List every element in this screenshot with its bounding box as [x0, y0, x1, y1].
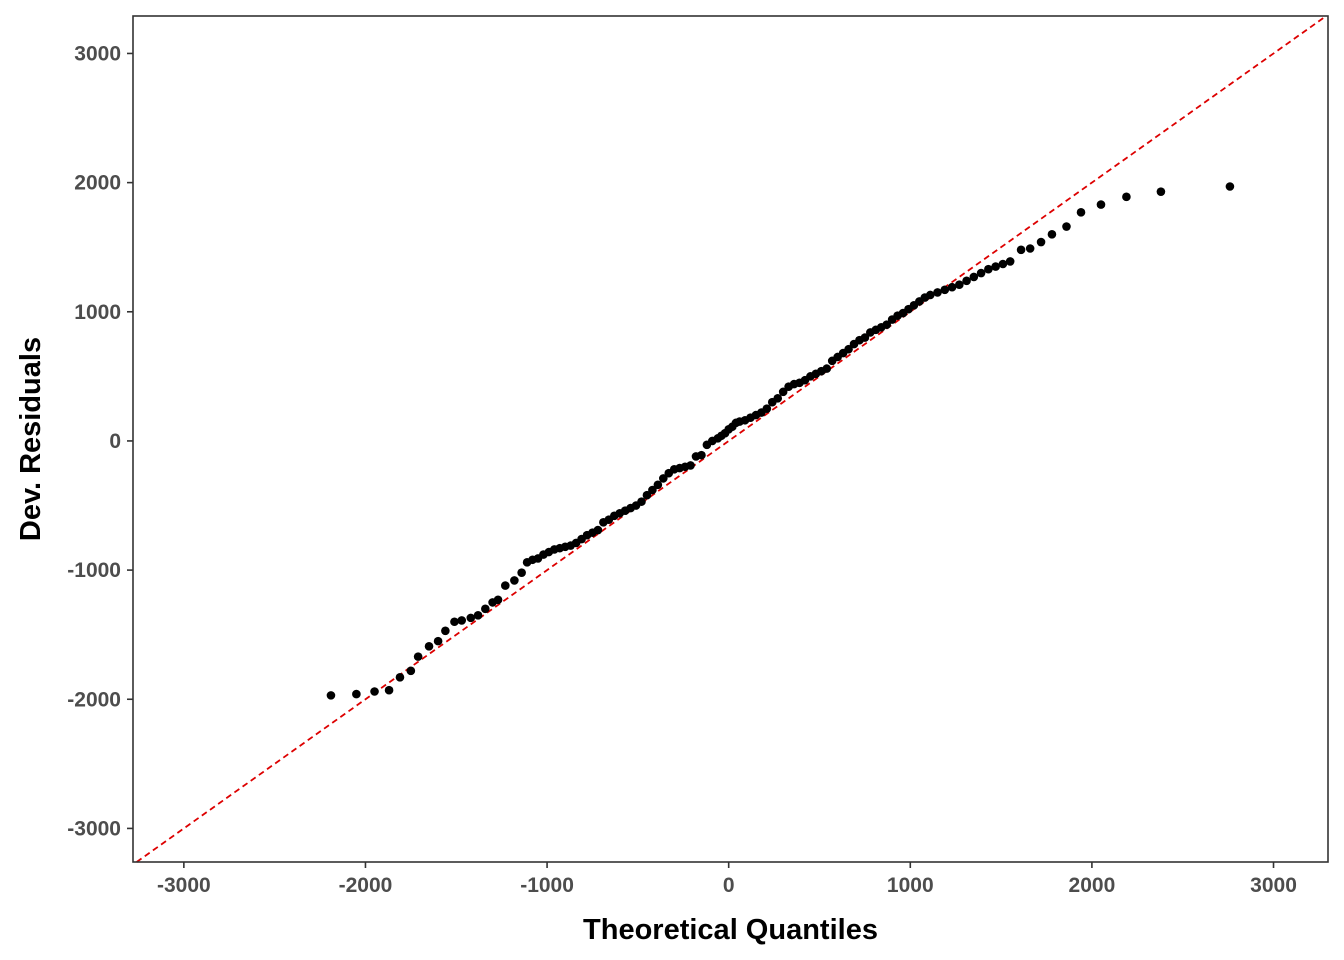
- data-point: [352, 689, 361, 699]
- x-tick-label: 1000: [887, 874, 934, 897]
- data-point: [882, 320, 891, 329]
- y-axis: -3000 -2000 -1000 0 1000 2000 3000: [67, 42, 133, 840]
- data-point: [1025, 244, 1035, 253]
- data-point: [984, 264, 993, 274]
- data-point: [406, 666, 416, 676]
- x-tick-label: -2000: [339, 874, 393, 897]
- data-point: [1062, 222, 1071, 231]
- data-point: [326, 691, 336, 700]
- data-point: [441, 626, 450, 636]
- data-point: [976, 268, 986, 278]
- data-point: [1225, 182, 1235, 191]
- data-point: [778, 387, 788, 397]
- data-point: [653, 480, 663, 490]
- data-point: [947, 282, 957, 292]
- reference-line: [136, 15, 1327, 863]
- data-point: [450, 617, 459, 627]
- y-tick-label: -1000: [67, 559, 121, 582]
- data-point: [1036, 237, 1046, 247]
- x-tick-label: 0: [723, 874, 735, 897]
- y-tick-label: 1000: [74, 301, 121, 324]
- data-point: [998, 259, 1008, 269]
- y-tick-label: 2000: [74, 172, 121, 195]
- y-tick-label: 3000: [74, 42, 121, 65]
- data-point: [493, 595, 503, 605]
- data-point: [593, 525, 603, 535]
- data-point: [940, 285, 950, 295]
- x-tick-label: 2000: [1069, 874, 1116, 897]
- data-point: [642, 490, 652, 500]
- data-point: [991, 262, 1000, 271]
- data-point: [1016, 245, 1026, 255]
- data-point: [762, 404, 772, 413]
- data-point: [384, 685, 394, 695]
- data-point: [466, 613, 476, 623]
- data-point: [473, 611, 483, 620]
- data-point: [501, 581, 510, 590]
- y-tick-label: 0: [109, 430, 121, 453]
- data-point: [955, 280, 964, 289]
- x-tick-label: 3000: [1250, 874, 1297, 897]
- data-point: [844, 344, 853, 354]
- data-point: [395, 673, 405, 682]
- data-points: [326, 182, 1235, 700]
- data-point: [659, 474, 668, 483]
- data-point: [773, 394, 783, 403]
- data-point: [1047, 229, 1057, 239]
- data-point: [860, 333, 870, 342]
- data-point: [822, 364, 832, 373]
- x-axis: -3000 -2000 -1000 0 1000 2000 3000: [157, 862, 1297, 897]
- data-point: [1005, 257, 1015, 266]
- data-point: [1096, 200, 1106, 209]
- x-tick-label: -1000: [520, 874, 574, 897]
- panel-border: [132, 15, 1329, 863]
- data-point: [1076, 208, 1086, 217]
- data-point: [481, 604, 490, 614]
- data-point: [933, 288, 942, 297]
- data-point: [370, 687, 379, 696]
- y-axis-title: Dev. Residuals: [15, 337, 47, 541]
- data-point: [1156, 187, 1166, 196]
- y-tick-label: -2000: [67, 688, 121, 711]
- data-point: [457, 616, 467, 625]
- data-point: [697, 450, 706, 460]
- data-point: [648, 485, 657, 495]
- data-point: [962, 276, 971, 286]
- data-point: [925, 290, 935, 300]
- x-tick-label: -3000: [157, 874, 211, 897]
- data-point: [413, 652, 423, 661]
- data-point: [424, 642, 434, 651]
- data-point: [510, 576, 519, 585]
- y-tick-label: -3000: [67, 817, 121, 840]
- x-axis-title: Theoretical Quantiles: [583, 914, 878, 946]
- data-point: [969, 272, 979, 282]
- data-point: [637, 497, 646, 506]
- data-point: [433, 636, 443, 646]
- data-point: [517, 568, 526, 577]
- data-point: [1122, 192, 1131, 202]
- data-point: [686, 461, 695, 470]
